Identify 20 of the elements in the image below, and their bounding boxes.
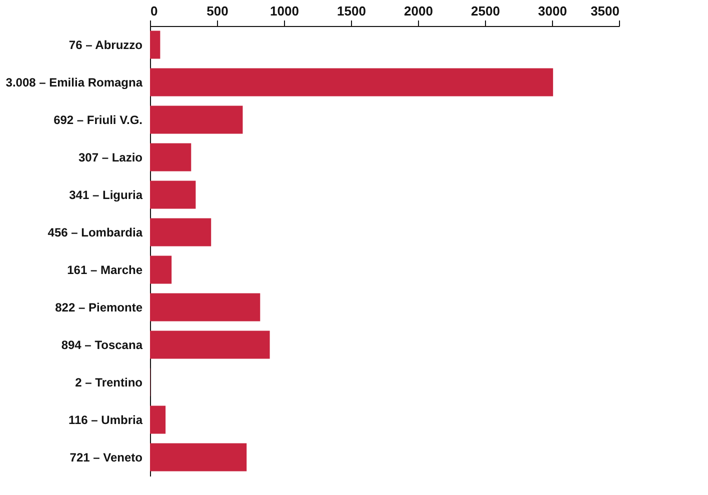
- y-tick-label: 116 – Umbria: [68, 412, 143, 427]
- y-tick-label: 307 – Lazio: [78, 150, 142, 164]
- x-tick-label: 0: [150, 4, 158, 18]
- x-tick-label: 1000: [270, 4, 299, 18]
- x-tick-label: 3500: [590, 4, 620, 18]
- x-tick-label: 3000: [538, 4, 567, 18]
- y-tick-label: 161 – Marche: [67, 262, 143, 277]
- y-tick-label: 721 – Veneto: [70, 450, 142, 464]
- x-tick-label: 2500: [471, 4, 500, 18]
- y-tick-label: 76 – Abruzzo: [68, 38, 142, 52]
- x-tick-label: 2000: [404, 4, 433, 18]
- y-tick-label: 692 – Friuli V.G.: [54, 112, 142, 127]
- y-tick-label: 341 – Liguria: [69, 188, 143, 202]
- y-tick-label: 456 – Lombardia: [48, 225, 143, 240]
- x-tick-label: 1500: [337, 4, 366, 18]
- x-tick-label: 500: [206, 4, 228, 18]
- y-tick-label: 2 – Trentino: [75, 375, 142, 390]
- y-tick-label: 3.008 – Emilia Romagna: [6, 75, 143, 90]
- y-tick-label: 894 – Toscana: [61, 338, 143, 352]
- y-tick-label: 822 – Piemonte: [55, 300, 143, 314]
